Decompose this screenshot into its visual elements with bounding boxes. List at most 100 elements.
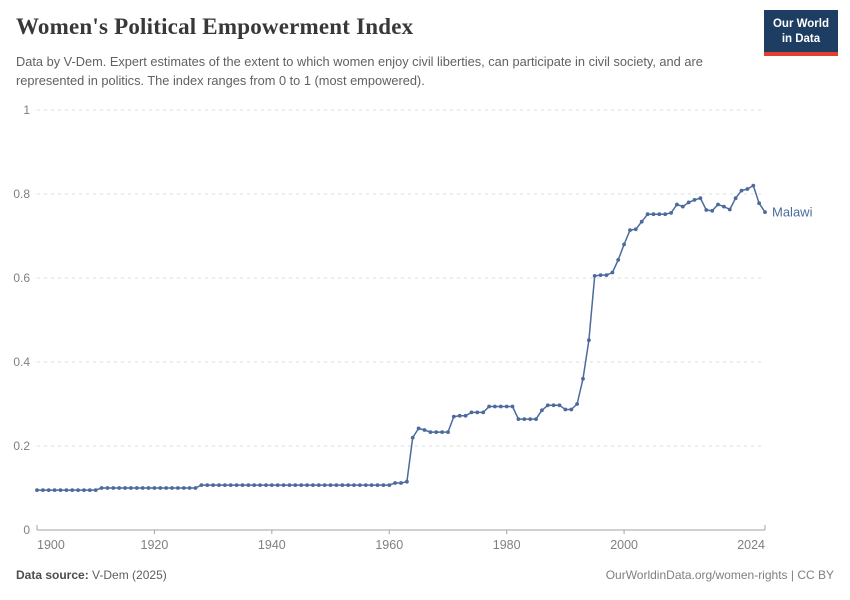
data-point[interactable] bbox=[651, 212, 656, 217]
data-point[interactable] bbox=[140, 486, 145, 490]
data-point[interactable] bbox=[64, 488, 69, 492]
data-point[interactable] bbox=[551, 403, 556, 408]
data-point[interactable] bbox=[463, 413, 468, 418]
data-point[interactable] bbox=[35, 488, 39, 492]
data-point[interactable] bbox=[440, 430, 444, 434]
data-point[interactable] bbox=[487, 404, 491, 409]
data-point[interactable] bbox=[363, 483, 368, 487]
data-point[interactable] bbox=[240, 483, 245, 487]
data-point[interactable] bbox=[434, 430, 439, 434]
data-point[interactable] bbox=[287, 483, 292, 487]
data-point[interactable] bbox=[704, 208, 709, 212]
data-point[interactable] bbox=[393, 481, 397, 485]
data-point[interactable] bbox=[123, 486, 127, 490]
data-point[interactable] bbox=[275, 483, 280, 487]
data-point[interactable] bbox=[305, 483, 309, 487]
data-point[interactable] bbox=[358, 483, 362, 487]
data-point[interactable] bbox=[205, 483, 210, 487]
data-point[interactable] bbox=[745, 187, 750, 191]
data-point[interactable] bbox=[387, 483, 392, 487]
data-point[interactable] bbox=[581, 376, 585, 381]
data-point[interactable] bbox=[610, 270, 615, 275]
data-point[interactable] bbox=[52, 488, 57, 492]
data-point[interactable] bbox=[223, 483, 227, 487]
data-point[interactable] bbox=[757, 201, 761, 206]
data-point[interactable] bbox=[399, 481, 403, 485]
data-point[interactable] bbox=[727, 207, 732, 212]
data-point[interactable] bbox=[657, 212, 662, 217]
data-point[interactable] bbox=[587, 338, 591, 343]
data-point[interactable] bbox=[211, 483, 216, 487]
data-point[interactable] bbox=[346, 483, 351, 487]
data-point[interactable] bbox=[217, 483, 221, 487]
data-point[interactable] bbox=[522, 417, 527, 421]
data-point[interactable] bbox=[340, 483, 345, 487]
data-point[interactable] bbox=[176, 486, 180, 490]
data-point[interactable] bbox=[293, 483, 298, 487]
data-point[interactable] bbox=[481, 410, 486, 415]
data-point[interactable] bbox=[228, 483, 233, 487]
data-point[interactable] bbox=[117, 486, 122, 490]
data-point[interactable] bbox=[598, 273, 603, 277]
data-point[interactable] bbox=[322, 483, 327, 487]
data-point[interactable] bbox=[534, 417, 538, 421]
data-point[interactable] bbox=[628, 228, 632, 233]
data-point[interactable] bbox=[352, 483, 356, 487]
data-point[interactable] bbox=[252, 483, 257, 487]
data-point[interactable] bbox=[451, 414, 456, 419]
data-point[interactable] bbox=[604, 273, 609, 277]
data-point[interactable] bbox=[158, 486, 163, 490]
data-point[interactable] bbox=[457, 413, 462, 418]
data-point[interactable] bbox=[540, 408, 544, 413]
data-point[interactable] bbox=[258, 483, 262, 487]
data-point[interactable] bbox=[170, 486, 174, 490]
data-point[interactable] bbox=[416, 426, 421, 431]
data-point[interactable] bbox=[692, 198, 697, 202]
data-point[interactable] bbox=[87, 488, 92, 492]
data-point[interactable] bbox=[46, 488, 51, 492]
data-point[interactable] bbox=[669, 211, 673, 215]
data-point[interactable] bbox=[58, 488, 63, 492]
data-point[interactable] bbox=[76, 488, 80, 492]
data-point[interactable] bbox=[199, 483, 204, 487]
data-point[interactable] bbox=[569, 407, 574, 412]
data-point[interactable] bbox=[246, 483, 251, 487]
data-point[interactable] bbox=[469, 410, 474, 415]
data-point[interactable] bbox=[146, 486, 151, 490]
data-point[interactable] bbox=[134, 486, 139, 490]
data-point[interactable] bbox=[639, 219, 644, 224]
data-point[interactable] bbox=[41, 488, 45, 492]
data-point[interactable] bbox=[528, 417, 533, 421]
data-point[interactable] bbox=[716, 202, 720, 207]
data-point[interactable] bbox=[234, 483, 239, 487]
data-point[interactable] bbox=[281, 483, 286, 487]
data-point[interactable] bbox=[446, 430, 450, 434]
data-point[interactable] bbox=[105, 486, 110, 490]
data-point[interactable] bbox=[410, 435, 415, 440]
data-point[interactable] bbox=[82, 488, 86, 492]
data-point[interactable] bbox=[375, 483, 380, 487]
data-point[interactable] bbox=[129, 486, 133, 490]
credit-link[interactable]: OurWorldinData.org/women-rights | CC BY bbox=[605, 568, 834, 582]
data-line-malawi[interactable] bbox=[36, 184, 766, 491]
data-point[interactable] bbox=[99, 486, 104, 490]
data-point[interactable] bbox=[675, 202, 679, 207]
data-point[interactable] bbox=[722, 204, 726, 209]
data-point[interactable] bbox=[563, 407, 568, 412]
data-point[interactable] bbox=[733, 196, 738, 201]
data-point[interactable] bbox=[475, 410, 480, 415]
data-point[interactable] bbox=[592, 274, 597, 278]
data-point[interactable] bbox=[70, 488, 75, 492]
data-point[interactable] bbox=[152, 486, 157, 490]
data-point[interactable] bbox=[381, 483, 386, 487]
data-point[interactable] bbox=[316, 483, 321, 487]
data-point[interactable] bbox=[405, 479, 409, 484]
data-point[interactable] bbox=[663, 212, 668, 217]
data-point[interactable] bbox=[428, 430, 433, 434]
data-point[interactable] bbox=[510, 404, 515, 409]
series-label-malawi[interactable]: Malawi bbox=[772, 205, 813, 220]
data-point[interactable] bbox=[633, 227, 638, 232]
data-point[interactable] bbox=[181, 486, 186, 490]
data-point[interactable] bbox=[557, 403, 562, 408]
